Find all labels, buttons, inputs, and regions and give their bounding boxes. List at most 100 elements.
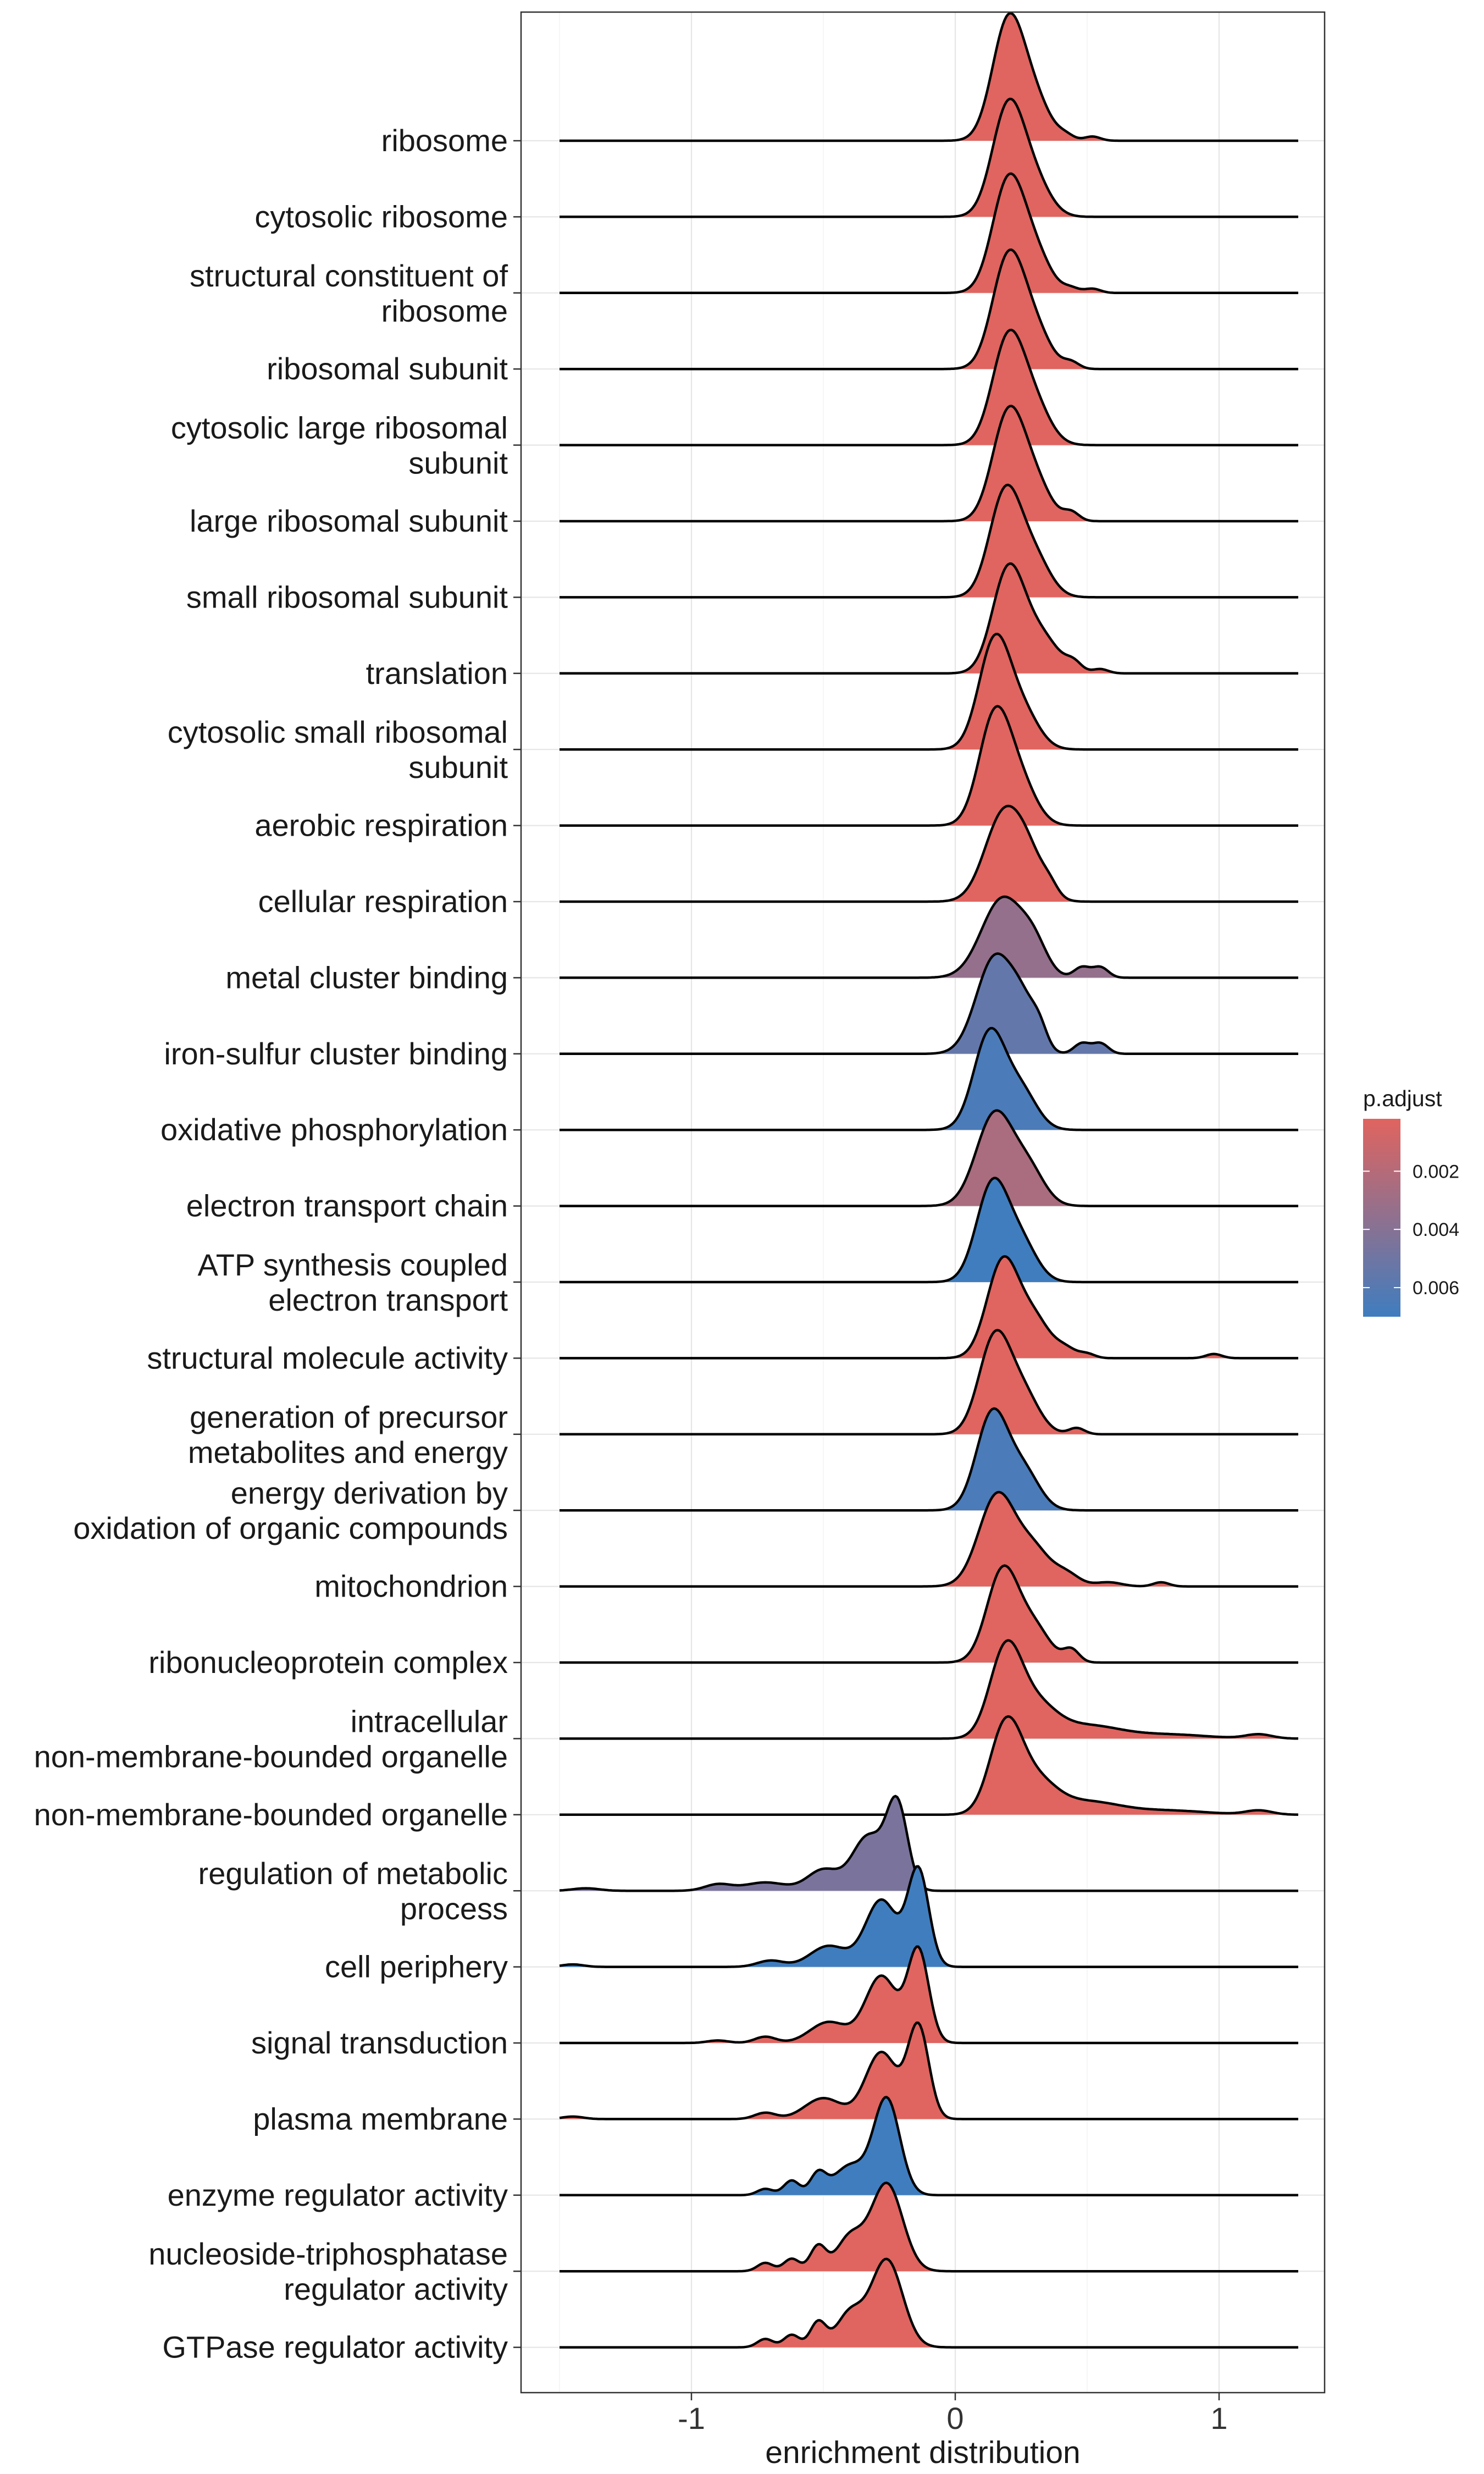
legend-tick-label: 0.002 [1413,1161,1459,1182]
ridge-line-aerobic-respiration [560,705,1298,827]
ridge-fill-structural-molecule-activity [560,1256,1298,1359]
ridge-line-cytosolic-small-ribosomal-subunit [560,632,1298,751]
term-label: subunit [408,446,508,481]
ridge-line-electron-transport-chain [560,1109,1298,1207]
term-label: cytosolic ribosome [254,199,508,234]
ridge-ribonucleoprotein-complex [560,1564,1298,1664]
ridge-cytosolic-small-ribosomal-subunit [560,632,1298,751]
ridge-line-regulation-of-metabolic-process [559,1794,1298,1892]
ridge-line-structural-molecule-activity [560,1255,1298,1360]
ridge-cytosolic-ribosome [560,97,1298,218]
x-tick-label: 0 [946,2401,964,2436]
legend-title: p.adjust [1363,1086,1442,1111]
x-axis: -1 0 1 [678,2393,1228,2436]
ridge-plasma-membrane [559,2021,1298,2120]
plot-panel-border [520,11,1326,2394]
legend-colorbar [1363,1119,1400,1317]
ridge-fill-metal-cluster-binding [560,897,1298,978]
term-label: regulator activity [284,2272,508,2306]
ridge-fill-plasma-membrane [560,2023,1298,2119]
term-label: process [400,1891,508,1926]
term-label: intracellular [351,1704,508,1738]
ridge-line-cytosolic-ribosome [560,97,1298,218]
term-label: electron transport chain [186,1189,508,1223]
ridge-structural-constituent-of-ribosome [560,172,1298,295]
ridge-line-ribosome [560,12,1298,142]
ridge-fill-cell-periphery [560,1866,1298,1967]
ridge-gtpase-regulator-activity [560,2257,1298,2349]
ridge-fill-intracellular-non-membrane-bounded-organelle [560,1640,1298,1739]
ridge-fill-electron-transport-chain [560,1110,1298,1206]
ridge-line-plasma-membrane [559,2021,1298,2120]
ridge-fill-ribosomal-subunit [560,250,1298,369]
ridge-generation-of-precursor-metabolites-and-energy [560,1329,1298,1436]
ridge-cellular-respiration [560,804,1298,903]
ridge-signal-transduction [560,1945,1298,2045]
ridge-line-signal-transduction [560,1945,1298,2045]
ridge-fill-small-ribosomal-subunit [560,485,1298,598]
ridge-line-cellular-respiration [560,804,1298,903]
term-label: signal transduction [251,2025,508,2060]
ridge-line-enzyme-regulator-activity [560,2096,1298,2197]
ridge-ribosome [560,12,1298,142]
x-tick-label: -1 [678,2401,705,2436]
term-label: ATP synthesis coupled [198,1247,508,1282]
term-label: GTPase regulator activity [162,2330,508,2365]
ridge-enzyme-regulator-activity [560,2096,1298,2197]
term-label: non-membrane-bounded organelle [34,1739,508,1774]
ridge-line-mitochondrion [560,1490,1298,1588]
ridge-line-cell-periphery [559,1865,1298,1968]
ridge-line-cytosolic-large-ribosomal-subunit [560,328,1298,446]
term-label: translation [366,656,508,691]
ridge-fill-non-membrane-bounded-organelle [560,1716,1298,1815]
ridge-fill-aerobic-respiration [560,706,1298,826]
ridge-line-generation-of-precursor-metabolites-and-energy [560,1329,1298,1436]
term-label: non-membrane-bounded organelle [34,1797,508,1832]
ridge-fill-energy-derivation-by-oxidation-of-organic-compounds [560,1409,1298,1511]
ridge-line-gtpase-regulator-activity [560,2257,1298,2349]
term-label: enzyme regulator activity [168,2178,508,2212]
legend-tick-label: 0.004 [1413,1219,1459,1240]
ridge-iron-sulfur-cluster-binding [560,952,1298,1056]
legend-tick-label: 0.006 [1413,1278,1459,1299]
ridge-line-ribosomal-subunit [560,248,1298,371]
term-label: cytosolic small ribosomal [168,715,508,749]
term-label: iron-sulfur cluster binding [164,1036,508,1071]
ridge-line-oxidative-phosphorylation [560,1026,1298,1131]
term-label: ribosomal subunit [267,351,508,386]
ridge-oxidative-phosphorylation [560,1026,1298,1131]
term-label: metabolites and energy [188,1435,508,1470]
ridges [559,12,1299,2349]
ridge-line-intracellular-non-membrane-bounded-organelle [560,1639,1299,1740]
term-label: ribonucleoprotein complex [148,1645,508,1680]
term-label: large ribosomal subunit [190,504,508,538]
term-label: cytosolic large ribosomal [171,411,508,445]
ridge-fill-structural-constituent-of-ribosome [560,173,1298,293]
ridge-line-energy-derivation-by-oxidation-of-organic-compounds [560,1407,1298,1512]
ridge-line-ribonucleoprotein-complex [560,1564,1298,1664]
x-axis-title: enrichment distribution [765,2435,1080,2470]
term-label: subunit [408,750,508,785]
term-label: generation of precursor [190,1400,508,1434]
ridge-non-membrane-bounded-organelle [560,1715,1299,1816]
ridge-aerobic-respiration [560,705,1298,827]
ridge-fill-ribosome [560,13,1298,141]
ridge-fill-cytosolic-small-ribosomal-subunit [560,634,1298,750]
ridge-line-large-ribosomal-subunit [560,405,1298,523]
ridge-structural-molecule-activity [560,1255,1298,1360]
ridge-line-metal-cluster-binding [560,895,1298,979]
term-label: mitochondrion [314,1569,508,1604]
term-label: electron transport [268,1283,508,1317]
term-label: ribosome [381,294,508,328]
ridge-fill-mitochondrion [560,1492,1298,1587]
x-tick-label: 1 [1210,2401,1227,2436]
term-label: small ribosomal subunit [186,579,508,614]
ridge-fill-cellular-respiration [560,806,1298,902]
term-label: regulation of metabolic [198,1856,508,1891]
term-label: structural molecule activity [147,1340,508,1375]
ridge-large-ribosomal-subunit [560,405,1298,523]
ridge-fill-oxidative-phosphorylation [560,1028,1298,1130]
term-label: ribosome [381,123,508,158]
ridge-line-translation [560,562,1298,675]
